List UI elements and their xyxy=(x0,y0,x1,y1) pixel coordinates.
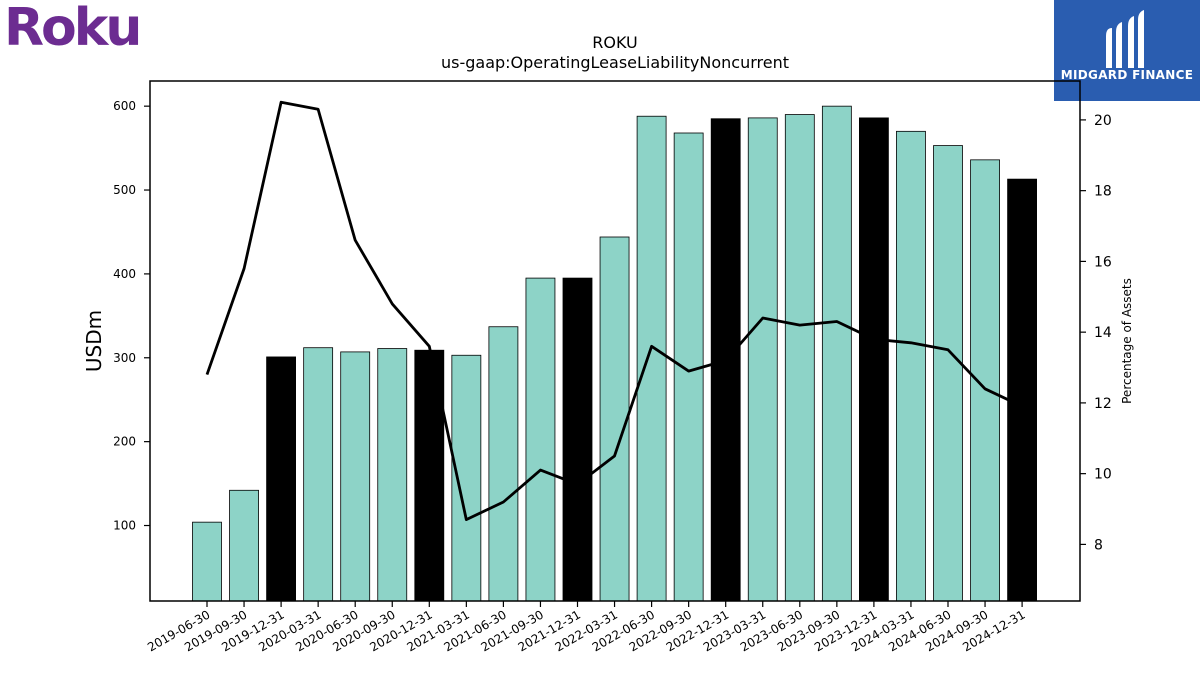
bar-2020-09-30 xyxy=(377,348,408,602)
bar-2023-12-31 xyxy=(859,117,889,602)
chart-title: ROKU xyxy=(592,33,637,52)
line-series xyxy=(205,100,1023,521)
y-tick-label: 400 xyxy=(113,267,136,281)
bar-2019-06-30 xyxy=(192,521,222,602)
bar-2023-03-31 xyxy=(747,117,778,602)
bar-2022-06-30 xyxy=(636,115,667,602)
bar-2021-06-30 xyxy=(488,326,519,602)
chart-subtitle: us-gaap:OperatingLeaseLiabilityNoncurren… xyxy=(441,53,789,72)
y-tick-label: 600 xyxy=(113,99,136,113)
bars-layer xyxy=(192,105,1037,602)
y-tick-label: 500 xyxy=(113,183,136,197)
y2-tick-label: 10 xyxy=(1094,467,1112,483)
line-layer xyxy=(205,100,1023,521)
y-axis-label: USDm xyxy=(82,310,106,372)
bar-2020-06-30 xyxy=(340,351,371,602)
y-axis-left: 100 200 300 400 500 600 xyxy=(113,99,150,533)
midgard-brand-text: MIDGARD FINANCE xyxy=(1060,68,1194,82)
bar-2022-03-31 xyxy=(599,236,630,602)
roku-logo: Roku xyxy=(4,0,142,58)
bar-2024-09-30 xyxy=(970,159,1000,602)
bar-2024-06-30 xyxy=(933,145,963,602)
bar-2023-06-30 xyxy=(784,114,815,602)
bar-2019-12-31 xyxy=(266,356,297,602)
y-tick-label: 100 xyxy=(113,519,136,533)
bar-2020-03-31 xyxy=(303,347,334,602)
bar-2024-03-31 xyxy=(896,130,926,602)
y-tick-label: 200 xyxy=(113,435,136,449)
bar-2023-09-30 xyxy=(821,105,852,602)
bar-2021-12-31 xyxy=(562,277,593,602)
bar-2019-09-30 xyxy=(229,489,259,602)
y2-tick-label: 8 xyxy=(1094,537,1103,553)
y2-tick-label: 20 xyxy=(1094,113,1112,129)
y-axis-right: 8 10 12 14 16 18 20 xyxy=(1080,113,1112,553)
y2-tick-label: 12 xyxy=(1094,396,1112,412)
bar-2021-09-30 xyxy=(525,277,556,602)
y-tick-label: 300 xyxy=(113,351,136,365)
y2-tick-label: 16 xyxy=(1094,254,1112,270)
y2-tick-label: 18 xyxy=(1094,184,1112,200)
y2-tick-label: 14 xyxy=(1094,325,1112,341)
bar-2024-12-31 xyxy=(1007,178,1037,602)
midgard-finance-logo: MIDGARD FINANCE xyxy=(1054,0,1200,101)
x-axis: 2019-06-302019-09-302019-12-312020-03-31… xyxy=(145,601,1028,654)
midgard-mark-icon xyxy=(1106,10,1144,68)
y2-axis-label: Percentage of Assets xyxy=(1120,278,1134,404)
